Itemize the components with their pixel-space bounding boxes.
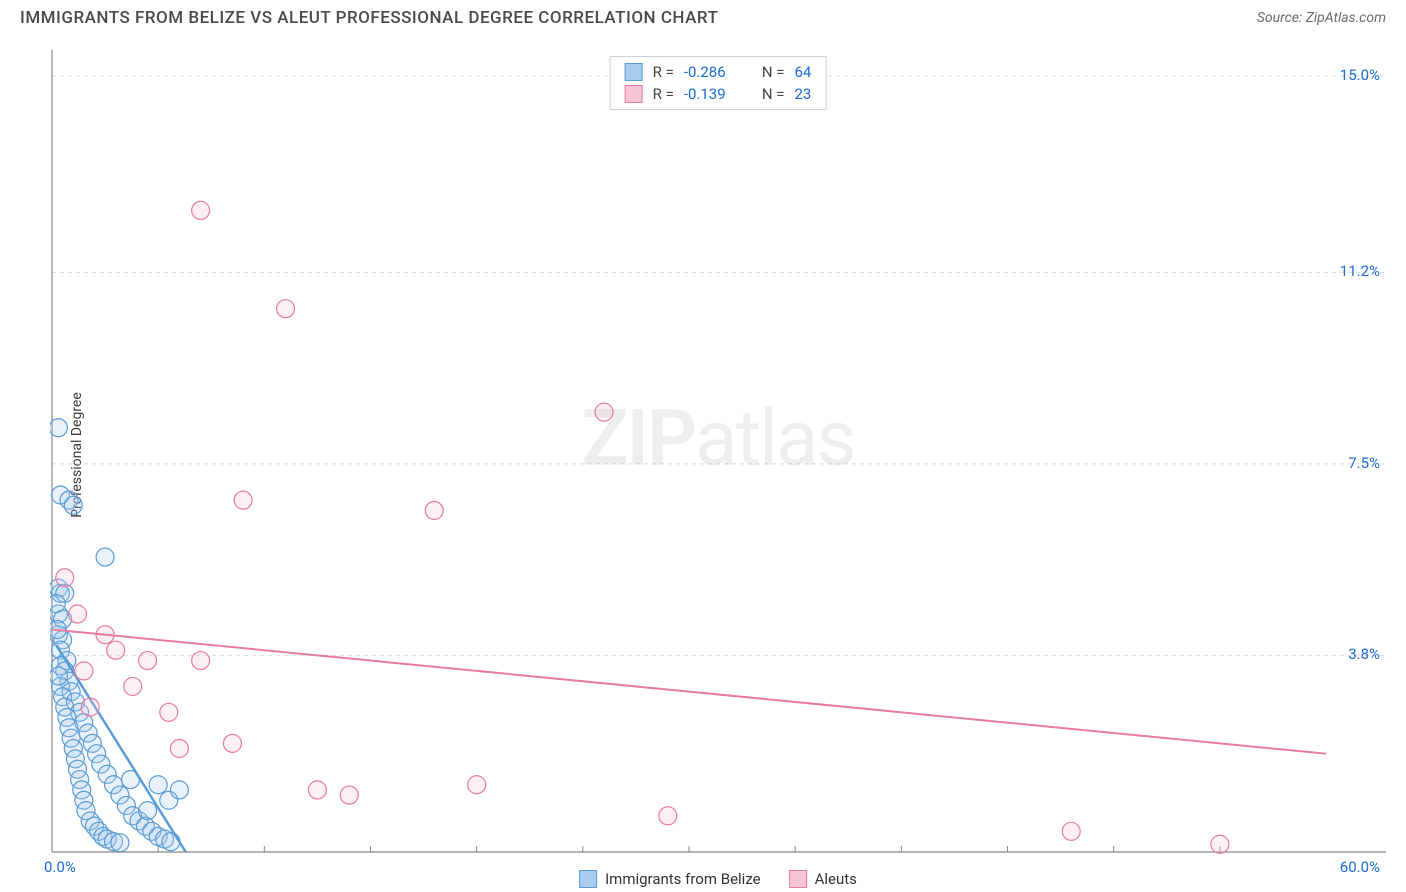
data-point [1062,822,1080,840]
legend-label: Aleuts [815,870,857,888]
legend-item: Aleuts [789,870,857,888]
chart-area: Professional Degree ZIPatlas R =-0.286N … [50,48,1386,862]
data-point [223,734,241,752]
series-legend: Immigrants from Belize Aleuts [579,870,857,888]
data-point [64,496,82,514]
y-tick-label: 11.2% [1340,262,1380,280]
data-point [50,595,65,613]
data-point [96,548,114,566]
legend-row: R = -0.286 N = 64 [625,61,812,83]
data-point [160,703,178,721]
data-point [107,641,125,659]
data-point [468,776,486,794]
legend-swatch [579,870,597,888]
trend-line [52,630,1326,754]
legend-row: R = -0.139 N = 23 [625,83,812,105]
scatter-plot [50,48,1386,862]
data-point [149,776,167,794]
n-label: N = [762,63,785,81]
data-point [50,667,67,685]
r-value: -0.139 [684,85,744,103]
data-point [170,740,188,758]
data-point [139,652,157,670]
x-min-label: 0.0% [44,858,76,876]
x-max-label: 60.0% [1340,858,1380,876]
data-point [81,698,99,716]
data-point [340,786,358,804]
data-point [170,781,188,799]
data-point [425,502,443,520]
r-value: -0.286 [684,63,744,81]
data-point [75,662,93,680]
data-point [111,834,129,852]
legend-swatch [625,63,643,81]
data-point [192,201,210,219]
data-point [124,677,142,695]
data-point [139,802,157,820]
legend-swatch [625,85,643,103]
legend-item: Immigrants from Belize [579,870,761,888]
data-point [277,300,295,318]
y-tick-label: 15.0% [1340,66,1380,84]
r-label: R = [653,85,674,103]
n-value: 64 [794,63,811,81]
data-point [234,491,252,509]
legend-swatch [789,870,807,888]
y-tick-label: 3.8% [1348,645,1380,663]
data-point [192,652,210,670]
y-tick-label: 7.5% [1348,454,1380,472]
data-point [50,419,67,437]
data-point [1211,835,1229,853]
data-point [308,781,326,799]
legend-label: Immigrants from Belize [605,870,761,888]
n-label: N = [762,85,785,103]
source-attribution: Source: ZipAtlas.com [1257,10,1386,26]
data-point [162,833,180,851]
data-point [56,569,74,587]
r-label: R = [653,63,674,81]
data-point [595,403,613,421]
data-point [659,807,677,825]
correlation-legend: R = -0.286 N = 64 R = -0.139 N = 23 [610,56,827,110]
chart-title: IMMIGRANTS FROM BELIZE VS ALEUT PROFESSI… [20,8,718,28]
header: IMMIGRANTS FROM BELIZE VS ALEUT PROFESSI… [0,0,1406,32]
data-point [68,605,86,623]
n-value: 23 [794,85,811,103]
